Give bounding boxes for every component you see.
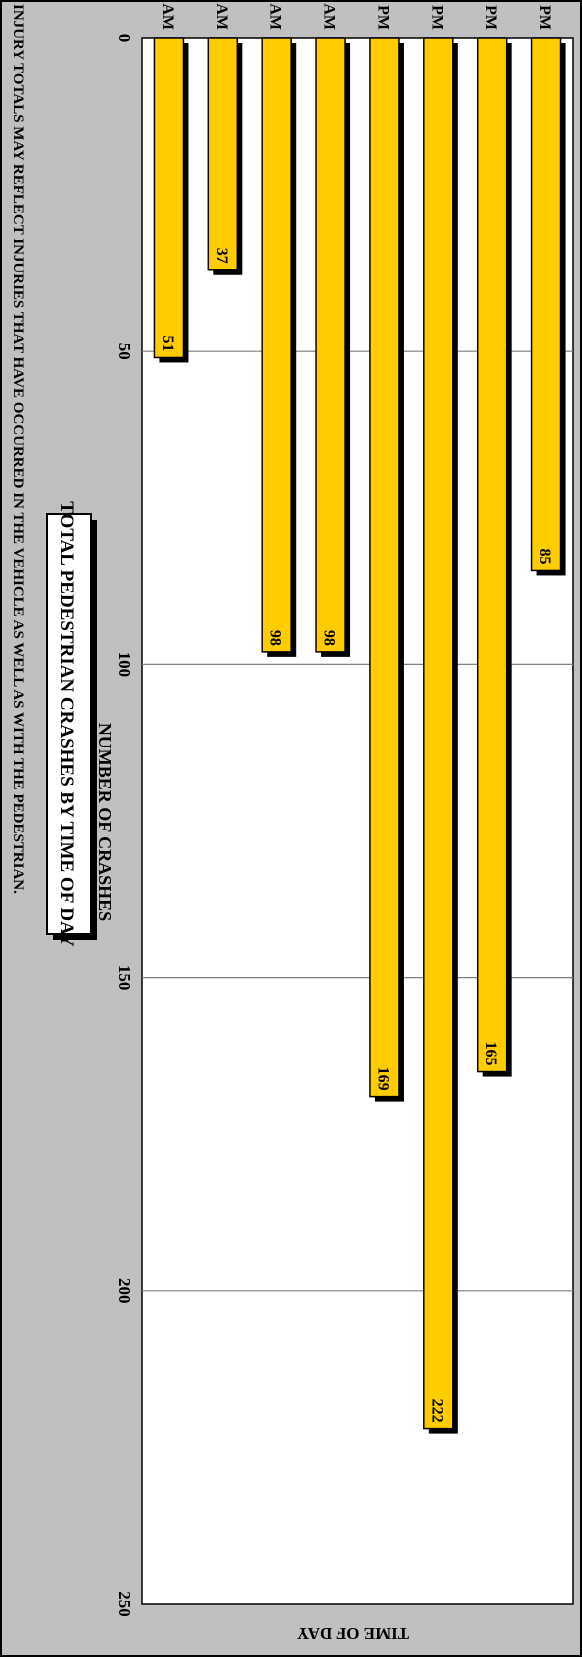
bar-data-label: 169: [374, 1067, 391, 1091]
y-axis-category-labels: 12:00 AM TO 2:59 AM 3:00 AM TO 5:59 AM 6:0…: [159, 0, 553, 30]
x-tick-label: 50: [115, 343, 134, 360]
category-label: 3:00 AM TO 5:59 AM: [213, 0, 230, 30]
bar: [261, 37, 292, 653]
injury-note: INJURY TOTALS MAY REFLECT INJURIES THAT …: [10, 4, 26, 894]
bar: [369, 37, 400, 1098]
bar: [423, 37, 454, 1430]
bar: [530, 37, 562, 572]
x-tick-label: 250: [115, 1591, 134, 1617]
bar: [153, 37, 185, 359]
category-label: 12:00 AM TO 2:59 AM: [159, 0, 176, 30]
category-label: 6:00 AM TO 8:59 AM: [267, 0, 284, 30]
bar-data-label: 222: [428, 1399, 445, 1423]
chart-title-box: [46, 513, 92, 935]
x-axis-title: NUMBER OF CRASHES: [95, 723, 115, 921]
bar-data-label: 165: [482, 1042, 499, 1066]
x-tick-label: 150: [115, 965, 134, 991]
bar-data-label: 85: [536, 548, 553, 564]
bar-data-label: 98: [321, 630, 338, 646]
bar: [207, 37, 239, 271]
category-label: 6:00 PM TO 8:59 PM: [482, 0, 499, 30]
x-tick-label: 0: [115, 34, 134, 43]
bar-data-label: 37: [213, 248, 230, 264]
bar-data-label: 98: [267, 630, 284, 646]
plot-area: [141, 37, 574, 1605]
bars: 51 37 98 98 169 222 165 85: [153, 37, 566, 1434]
x-tick-label: 100: [115, 652, 134, 678]
bar: [476, 37, 508, 1073]
x-axis-ticks: 0 50 100 150 200 250: [115, 34, 134, 1617]
bar: [315, 37, 346, 653]
x-tick-label: 200: [115, 1278, 134, 1304]
bar-data-label: 51: [159, 335, 176, 351]
category-label: 9:00 PM TO 11:59 PM: [536, 0, 553, 30]
y-axis-title: TIME OF DAY: [297, 1624, 409, 1643]
category-label: 9:00 AM TO 11:59 AM: [321, 0, 338, 30]
chart-title: TOTAL PEDESTRIAN CRASHES BY TIME OF DAY: [56, 501, 77, 947]
category-label: 3:00 PM TO 5:59 PM: [428, 0, 445, 30]
category-label: 12:00 PM TO 2:59 PM: [374, 0, 391, 30]
